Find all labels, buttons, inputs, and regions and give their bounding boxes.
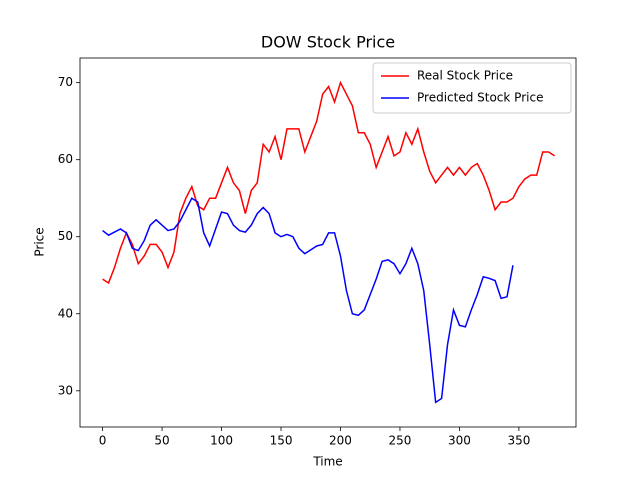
x-tick-label: 350 xyxy=(507,434,530,448)
x-tick-label: 200 xyxy=(329,434,352,448)
x-tick-label: 0 xyxy=(99,434,107,448)
series-line xyxy=(102,80,555,285)
x-tick-label: 300 xyxy=(448,434,471,448)
legend-box xyxy=(372,62,572,114)
x-tick-label: 100 xyxy=(210,434,233,448)
y-tick-label: 70 xyxy=(58,75,73,89)
y-tick-label: 60 xyxy=(58,152,73,166)
x-tick-label: 250 xyxy=(389,434,412,448)
y-axis-label: Price xyxy=(33,227,47,256)
chart-title: DOW Stock Price xyxy=(261,33,395,52)
x-tick-label: 150 xyxy=(270,434,293,448)
y-tick-label: 50 xyxy=(58,229,73,243)
y-tick-label: 30 xyxy=(58,383,73,397)
series-line xyxy=(102,197,514,404)
x-axis-label: Time xyxy=(312,455,342,469)
plot-area xyxy=(79,57,577,428)
legend-label: Predicted Stock Price xyxy=(417,91,543,105)
legend-label: Real Stock Price xyxy=(417,69,513,83)
y-tick-label: 40 xyxy=(58,306,73,320)
x-tick-label: 50 xyxy=(154,434,169,448)
